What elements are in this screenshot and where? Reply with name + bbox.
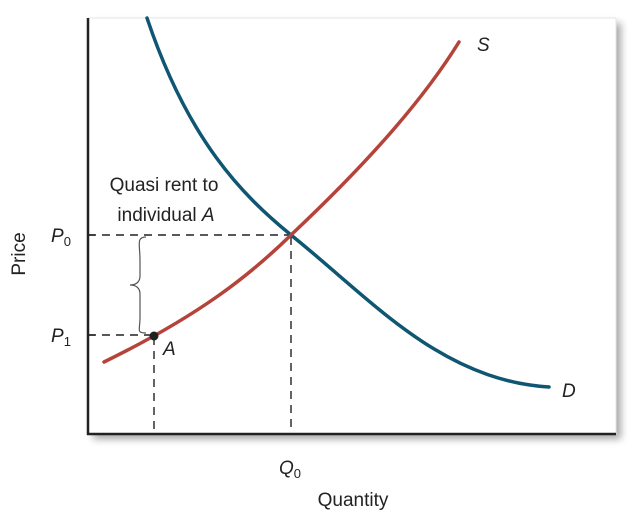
point-a-label: A	[162, 339, 176, 360]
x-axis-label: Quantity	[318, 490, 389, 511]
supply-curve	[102, 40, 461, 364]
quasi-rent-brace	[129, 236, 147, 334]
demand-label: D	[562, 381, 576, 402]
quasi-rent-annotation-line1: Quasi rent to	[110, 175, 219, 196]
quasi-rent-annotation-line2: individual A	[117, 205, 214, 226]
y-axis-label: Price	[9, 232, 30, 275]
p1-label: P1	[51, 326, 71, 349]
point-a-marker	[149, 331, 159, 341]
plot-area	[88, 18, 616, 434]
p0-label: P0	[51, 226, 71, 249]
q0-label: Q0	[279, 458, 301, 481]
supply-label: S	[477, 35, 490, 56]
